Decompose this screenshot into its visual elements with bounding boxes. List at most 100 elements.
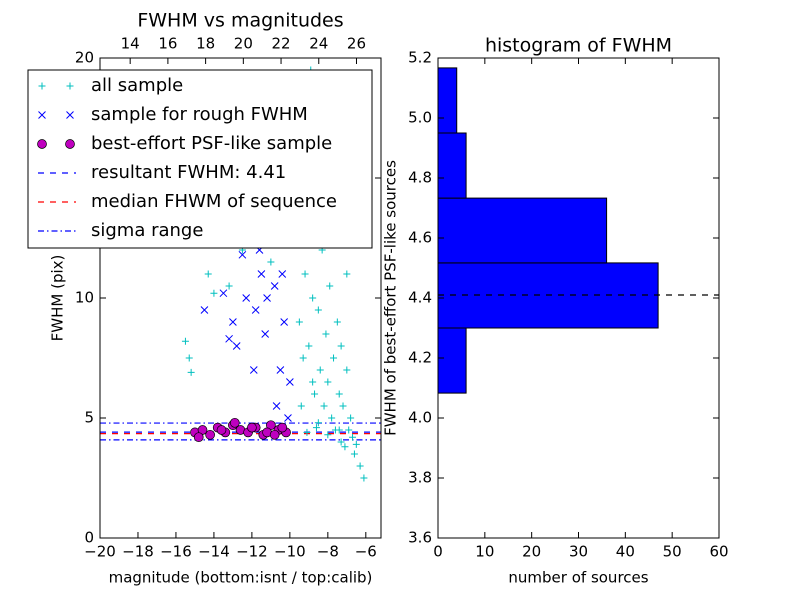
x-tick-label: 60 [709, 543, 728, 561]
marker-plus [324, 378, 332, 386]
marker-x [276, 366, 285, 374]
x-tick-label: −8 [317, 543, 339, 561]
marker-plus [339, 402, 347, 410]
marker-plus [322, 330, 330, 338]
plot-area [438, 67, 719, 394]
y-axis-label: FWHM (pix) [49, 255, 67, 342]
x-tick-label: 20 [522, 543, 541, 561]
marker-x [263, 294, 271, 302]
marker-plus [301, 270, 309, 278]
legend: all sample sample for rough FWHM best-effo… [27, 69, 373, 249]
marker-plus [352, 440, 360, 448]
marker-plus [312, 424, 320, 432]
legend-label: median FHWM of sequence [91, 191, 337, 212]
marker-x [38, 111, 46, 119]
histogram-bar [438, 197, 608, 264]
marker-circle [65, 139, 75, 149]
y-tick-label: 0 [84, 529, 94, 547]
legend-label: best-effort PSF-like sample [91, 133, 332, 154]
marker-plus [267, 258, 275, 266]
x-tick-label: 40 [616, 543, 635, 561]
marker-plus [324, 431, 332, 439]
marker-plus [311, 390, 319, 398]
y-tick-label: 5.0 [408, 109, 432, 127]
marker-plus [320, 402, 328, 410]
x2-tick-label: 22 [272, 35, 291, 53]
y-tick-label: 4.4 [408, 289, 432, 307]
marker-plus [187, 368, 195, 376]
marker-plus [349, 433, 357, 441]
y-tick-label: 5 [84, 409, 94, 427]
y-tick-label: 4.8 [408, 169, 432, 187]
marker-plus [330, 354, 338, 362]
marker-circle [269, 429, 280, 440]
marker-x [225, 334, 233, 343]
marker-plus [303, 428, 311, 436]
marker-plus [341, 443, 349, 451]
marker-plus [297, 402, 305, 410]
legend-label: sigma range [91, 220, 203, 241]
y-tick-label: 4.6 [408, 229, 432, 247]
marker-circle [193, 432, 204, 443]
marker-plus [210, 289, 218, 297]
marker-plus [204, 270, 212, 278]
marker-plus [181, 337, 189, 345]
marker-plus [314, 306, 322, 314]
x-tick-label: −6 [355, 543, 377, 561]
x2-tick-label: 24 [309, 35, 328, 53]
marker-plus [360, 474, 368, 482]
y-tick-label: 5.2 [408, 49, 432, 67]
y-tick-label: 20 [75, 49, 94, 67]
x-tick-label: 10 [475, 543, 494, 561]
marker-x [257, 270, 266, 278]
marker-circle [247, 422, 257, 433]
marker-x [261, 330, 270, 338]
marker-plus [309, 294, 317, 302]
x-axis-label: number of sources [508, 569, 648, 587]
legend-label: all sample [91, 75, 183, 96]
y-axis-label: FWHM of best-effort PSF-like sources [382, 160, 400, 436]
x2-tick-label: 14 [121, 35, 140, 53]
marker-x [200, 306, 209, 314]
x-axis-label: magnitude (bottom:isnt / top:calib) [109, 569, 373, 587]
marker-plus [305, 342, 313, 350]
marker-plus [185, 354, 193, 362]
y-tick-label: 4.0 [408, 409, 432, 427]
marker-x [219, 289, 228, 298]
x-tick-label: −10 [274, 543, 306, 561]
marker-plus [314, 419, 322, 427]
marker-plus [350, 450, 358, 458]
marker-plus [225, 282, 233, 290]
x-tick-label: −18 [122, 543, 154, 561]
marker-plus [335, 390, 343, 398]
marker-x [251, 306, 260, 314]
histogram-bar [438, 132, 467, 199]
chart-title: histogram of FWHM [485, 35, 672, 57]
x2-tick-label: 18 [196, 35, 215, 53]
x-tick-label: −20 [84, 543, 116, 561]
x2-tick-label: 16 [158, 35, 177, 53]
marker-plus [316, 366, 324, 374]
x-tick-label: 50 [663, 543, 682, 561]
marker-plus [333, 318, 341, 326]
marker-plus [345, 426, 353, 434]
marker-x [232, 342, 241, 350]
marker-x [270, 282, 279, 290]
legend-label: sample for rough FWHM [91, 104, 308, 125]
marker-x [249, 366, 258, 374]
marker-x [229, 318, 237, 326]
chart-title: FWHM vs magnitudes [137, 10, 343, 32]
marker-x [238, 250, 247, 259]
marker-plus [356, 462, 364, 470]
x2-tick-label: 26 [347, 35, 366, 53]
y-tick-label: 3.6 [408, 529, 432, 547]
y-tick-label: 4.2 [408, 349, 432, 367]
legend-box [27, 69, 373, 249]
marker-circle [277, 422, 288, 433]
marker-x [242, 294, 251, 302]
marker-plus [309, 378, 317, 386]
histogram-bar [438, 67, 458, 134]
x-tick-label: −16 [160, 543, 192, 561]
marker-x [284, 414, 292, 422]
